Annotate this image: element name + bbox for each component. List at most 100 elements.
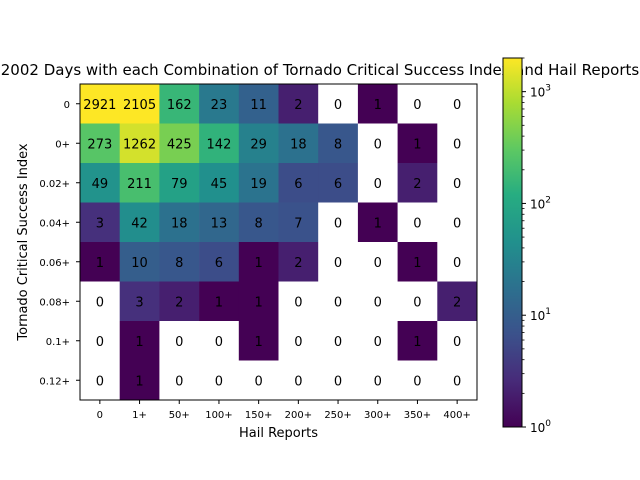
cell-value-label: 0 xyxy=(215,335,223,350)
heatmap-cell xyxy=(397,202,438,243)
heatmap-cell xyxy=(159,360,200,401)
heatmap-cell xyxy=(278,321,319,361)
heatmap-cell xyxy=(397,281,438,322)
heatmap-cell xyxy=(278,281,319,322)
heatmap-cell xyxy=(199,84,240,124)
heatmap-cell xyxy=(159,242,200,282)
heatmap-cell xyxy=(357,123,398,164)
plot-frame xyxy=(79,83,478,401)
cell-value-label: 0 xyxy=(294,335,302,350)
cell-value-label: 0 xyxy=(334,256,342,271)
x-tick-label: 350+ xyxy=(404,410,431,421)
heatmap-cell xyxy=(437,163,478,203)
cell-value-label: 162 xyxy=(167,98,192,113)
cell-value-label: 18 xyxy=(290,137,307,152)
cell-value-label: 1 xyxy=(255,256,263,271)
cell-value-label: 0 xyxy=(96,335,104,350)
heatmap-cell xyxy=(119,84,160,124)
cell-value-label: 10 xyxy=(131,256,148,271)
heatmap-cell xyxy=(80,163,120,203)
cell-value-label: 1 xyxy=(255,295,263,310)
cell-value-label: 0 xyxy=(374,335,382,350)
heatmap-cell xyxy=(437,123,478,164)
heatmap-cell xyxy=(357,202,398,243)
cell-value-label: 1 xyxy=(413,137,421,152)
heatmap-cell xyxy=(238,360,279,401)
cell-value-label: 23 xyxy=(211,98,228,113)
heatmap-cell xyxy=(119,281,160,322)
cell-value-label: 0 xyxy=(453,374,461,389)
heatmap-cell xyxy=(437,321,478,361)
heatmap-cell xyxy=(318,321,359,361)
cell-value-label: 142 xyxy=(207,137,232,152)
heatmap-cell xyxy=(238,84,279,124)
heatmap-cell xyxy=(80,360,120,401)
cell-value-label: 0 xyxy=(413,374,421,389)
heatmap-cell xyxy=(159,281,200,322)
cell-value-label: 49 xyxy=(92,177,109,192)
heatmap-cell xyxy=(238,163,279,203)
heatmap-cell xyxy=(199,242,240,282)
cell-value-label: 0 xyxy=(175,335,183,350)
heatmap-cell xyxy=(278,163,319,203)
cell-value-label: 273 xyxy=(87,137,112,152)
x-tick-label: 50+ xyxy=(169,410,190,421)
colorbar-ticks: 100 101 102 103 xyxy=(522,57,551,435)
heatmap-cell xyxy=(80,84,120,124)
cell-value-label: 0 xyxy=(413,216,421,231)
heatmap-cell xyxy=(238,242,279,282)
cell-value-label: 0 xyxy=(175,374,183,389)
heatmap-cell xyxy=(80,242,120,282)
heatmap-cell xyxy=(397,242,438,282)
cell-value-label: 2 xyxy=(175,295,183,310)
x-tick-label: 1+ xyxy=(132,410,147,421)
heatmap-cell xyxy=(159,202,200,243)
heatmap-cell xyxy=(437,84,478,124)
cell-value-label: 211 xyxy=(127,177,152,192)
colorbar-tick-label: 100 xyxy=(530,419,551,435)
cell-value-label: 8 xyxy=(255,216,263,231)
cell-value-label: 0 xyxy=(453,335,461,350)
heatmap-cell xyxy=(80,123,120,164)
heatmap-cell xyxy=(397,123,438,164)
cell-value-label: 2 xyxy=(294,98,302,113)
cell-value-label: 1 xyxy=(255,335,263,350)
heatmap-cell xyxy=(238,281,279,322)
cell-value-label: 29 xyxy=(250,137,267,152)
y-axis-label: Tornado Critical Success Index xyxy=(16,143,31,342)
cell-value-label: 0 xyxy=(374,374,382,389)
cell-value-label: 425 xyxy=(167,137,192,152)
cell-value-label: 0 xyxy=(294,295,302,310)
heatmap-cell xyxy=(278,202,319,243)
heatmap-cell xyxy=(318,163,359,203)
heatmap-cell xyxy=(80,202,120,243)
heatmap-cell xyxy=(437,202,478,243)
cell-value-label: 0 xyxy=(334,216,342,231)
colorbar-tick-label: 101 xyxy=(530,307,551,323)
cell-value-label: 2105 xyxy=(123,98,156,113)
x-axis-label: Hail Reports xyxy=(239,426,318,441)
cell-value-label: 7 xyxy=(294,216,302,231)
heatmap-cell xyxy=(318,84,359,124)
x-axis-ticks: 0 1+ 50+ 100+ 150+ 200+ 250+ 300+ 350+ 400+ xyxy=(97,400,471,421)
y-tick-label: 0.06+ xyxy=(39,258,70,269)
heatmap-cell xyxy=(119,360,160,401)
heatmap-cell xyxy=(119,163,160,203)
cell-value-label: 1 xyxy=(413,256,421,271)
cell-value-label: 45 xyxy=(211,177,228,192)
heatmap-cell xyxy=(199,321,240,361)
colorbar xyxy=(502,57,523,428)
y-tick-label: 0 xyxy=(64,100,70,111)
heatmap-cell xyxy=(357,242,398,282)
colorbar-tick-label: 103 xyxy=(530,84,551,100)
cell-value-label: 1 xyxy=(374,98,382,113)
cell-value-label: 0 xyxy=(453,137,461,152)
cell-value-label: 0 xyxy=(413,98,421,113)
cell-value-label: 0 xyxy=(96,374,104,389)
cell-value-label: 0 xyxy=(294,374,302,389)
y-tick-label: 0.02+ xyxy=(39,179,70,190)
x-tick-label: 0 xyxy=(97,410,103,421)
cell-value-label: 0 xyxy=(453,177,461,192)
